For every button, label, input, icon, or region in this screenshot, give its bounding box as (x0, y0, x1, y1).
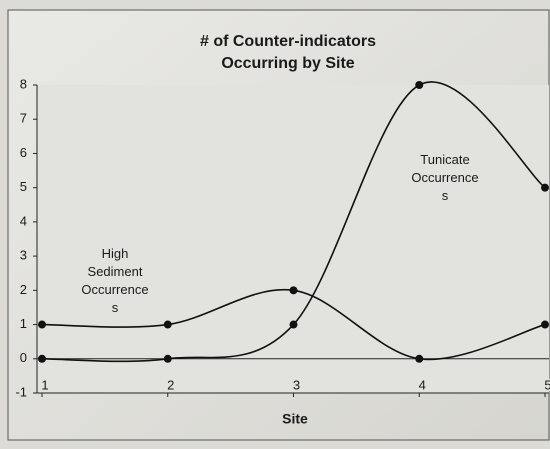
series-label: High Sediment Occurrence s (81, 246, 148, 315)
x-tick-label: 5 (544, 377, 550, 392)
y-tick-label: 3 (20, 248, 27, 263)
chart-title: # of Counter-indicators (200, 33, 376, 50)
y-tick-label: 5 (20, 179, 27, 194)
y-tick-label: 0 (20, 350, 27, 365)
x-tick-label-bg (164, 379, 177, 391)
series-label-line: s (112, 300, 119, 315)
data-point (38, 320, 46, 329)
data-point (163, 320, 172, 329)
x-tick-label: 4 (419, 377, 426, 392)
series-label-line: Occurrence (81, 282, 148, 297)
chart-title: Occurring by Site (221, 55, 354, 72)
data-point (38, 354, 46, 363)
series-label-line: Tunicate (420, 152, 469, 167)
series-label: Tunicate Occurrence s (411, 152, 478, 203)
data-point (415, 81, 424, 89)
y-tick-label: -1 (15, 384, 27, 399)
y-tick-label: 7 (20, 111, 27, 126)
y-tick-label: 8 (20, 76, 27, 91)
data-point (415, 354, 424, 363)
y-tick-label: 4 (20, 213, 27, 228)
data-point (289, 320, 298, 329)
x-tick-label-bg (290, 379, 303, 391)
x-tick-label-bg (39, 379, 51, 391)
series-line (41, 81, 546, 363)
x-tick-label-bg (416, 379, 429, 391)
x-axis-label: Site (282, 411, 308, 427)
y-tick-label: 2 (20, 282, 27, 297)
plot-area (37, 85, 549, 393)
x-tick-label-bg (542, 379, 550, 391)
y-tick-label: 1 (20, 316, 27, 331)
series-label-line: Sediment (88, 264, 143, 279)
series-label-line: High (102, 246, 129, 261)
data-point (541, 320, 549, 329)
x-tick-label: 2 (167, 377, 174, 392)
data-point (163, 354, 172, 363)
data-point (289, 286, 298, 295)
x-tick-label: 3 (293, 377, 300, 392)
y-tick-label: 6 (20, 145, 27, 160)
x-tick-label: 1 (41, 377, 48, 392)
series-label-line: Occurrence (411, 170, 478, 185)
data-point (541, 183, 549, 192)
series-label-line: s (442, 188, 449, 203)
